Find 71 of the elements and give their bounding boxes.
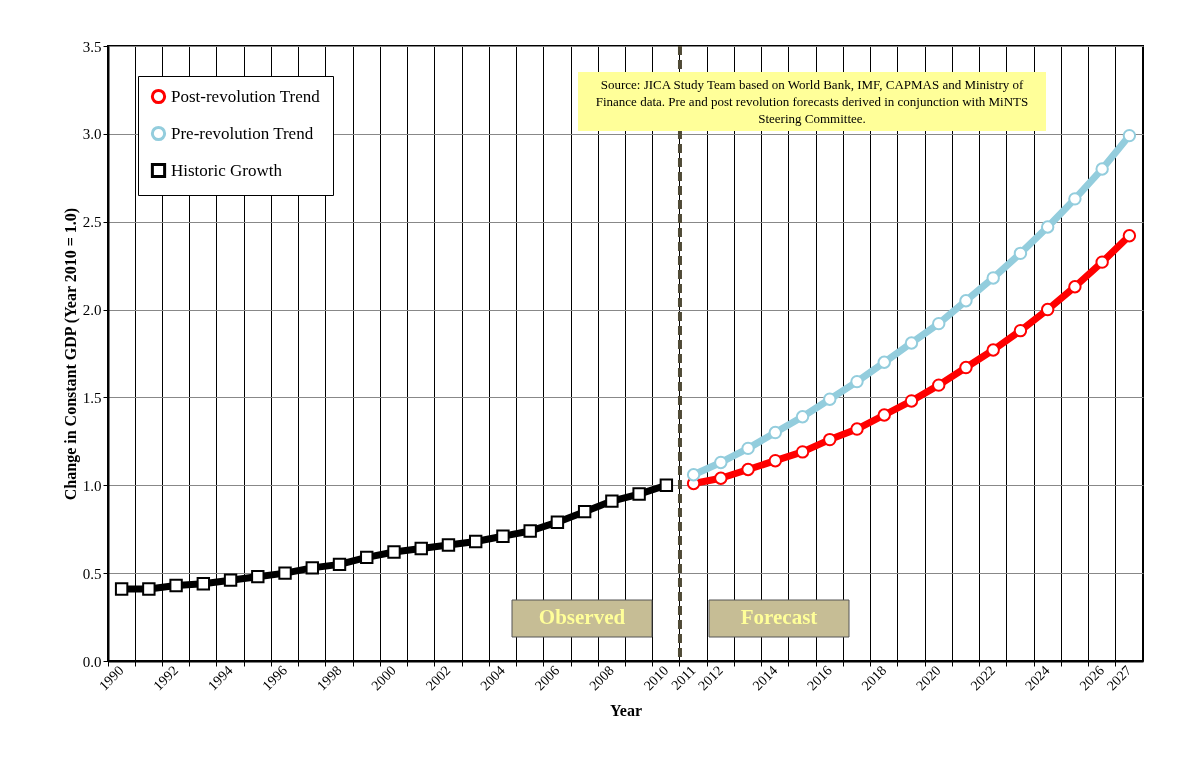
point xyxy=(850,374,864,389)
point xyxy=(632,487,646,501)
point xyxy=(332,557,347,572)
point xyxy=(768,425,782,440)
point xyxy=(114,582,129,596)
point xyxy=(1068,280,1082,294)
legend-label: Post-revolution Trend xyxy=(171,86,321,106)
y-tick-label: 3.0 xyxy=(82,126,102,143)
point xyxy=(714,455,728,470)
point xyxy=(523,524,537,538)
y-tick-label: 1.5 xyxy=(82,389,102,406)
legend-label: Pre-revolution Trend xyxy=(171,123,314,143)
point xyxy=(904,394,919,408)
y-axis-title: Change in Constant GDP (Year 2010 = 1.0) xyxy=(61,207,80,501)
point xyxy=(387,545,401,559)
point xyxy=(932,378,946,392)
point xyxy=(1040,302,1055,317)
point xyxy=(1013,323,1028,338)
point xyxy=(741,462,755,477)
point xyxy=(1068,192,1082,206)
point xyxy=(877,408,891,422)
y-tick-label: 0.5 xyxy=(82,565,102,582)
point xyxy=(823,392,837,406)
point xyxy=(659,478,674,492)
point xyxy=(986,271,1000,285)
point xyxy=(904,336,919,350)
point xyxy=(469,534,483,549)
annotation: Forecast xyxy=(740,605,818,629)
point xyxy=(686,468,701,482)
point xyxy=(251,569,265,584)
point xyxy=(305,561,319,575)
point xyxy=(605,494,619,508)
point xyxy=(1095,162,1109,176)
point xyxy=(441,538,456,552)
point xyxy=(577,504,592,519)
point xyxy=(1095,255,1109,269)
point xyxy=(1122,229,1137,243)
point xyxy=(169,578,183,593)
point xyxy=(932,316,946,331)
y-tick-label: 1.0 xyxy=(82,477,102,494)
point xyxy=(850,422,864,436)
point xyxy=(823,432,837,447)
point xyxy=(795,410,810,424)
point xyxy=(741,441,755,456)
point xyxy=(414,541,428,556)
point xyxy=(959,294,973,308)
point xyxy=(278,566,292,580)
annotation: Observed xyxy=(538,605,626,629)
x-axis-title: Year xyxy=(610,702,642,720)
point xyxy=(550,515,565,529)
y-tick-label: 2.5 xyxy=(82,214,102,231)
point xyxy=(714,471,728,485)
y-tick-label: 0.0 xyxy=(82,653,102,670)
point xyxy=(196,576,211,591)
point xyxy=(496,529,510,543)
y-tick-label: 3.5 xyxy=(82,38,102,55)
y-tick-label: 2.0 xyxy=(82,302,102,319)
point xyxy=(142,582,156,596)
point xyxy=(223,573,238,587)
point xyxy=(795,445,810,459)
point xyxy=(360,550,374,565)
point xyxy=(959,360,973,375)
point xyxy=(877,355,891,369)
x-tick-label: 2011 xyxy=(668,662,699,693)
point xyxy=(1040,220,1055,234)
point xyxy=(768,454,782,468)
point xyxy=(1122,128,1137,143)
point xyxy=(986,343,1000,357)
legend-label: Historic Growth xyxy=(171,160,283,180)
annotation: Source: JICA Study Team based on World Bank, IMF, CAPMAS and Ministry of Finance data. Pre and post revolution forecasts derived in conjunction with MiNTS Steering Committee. xyxy=(578,72,1046,131)
point xyxy=(1013,246,1028,261)
